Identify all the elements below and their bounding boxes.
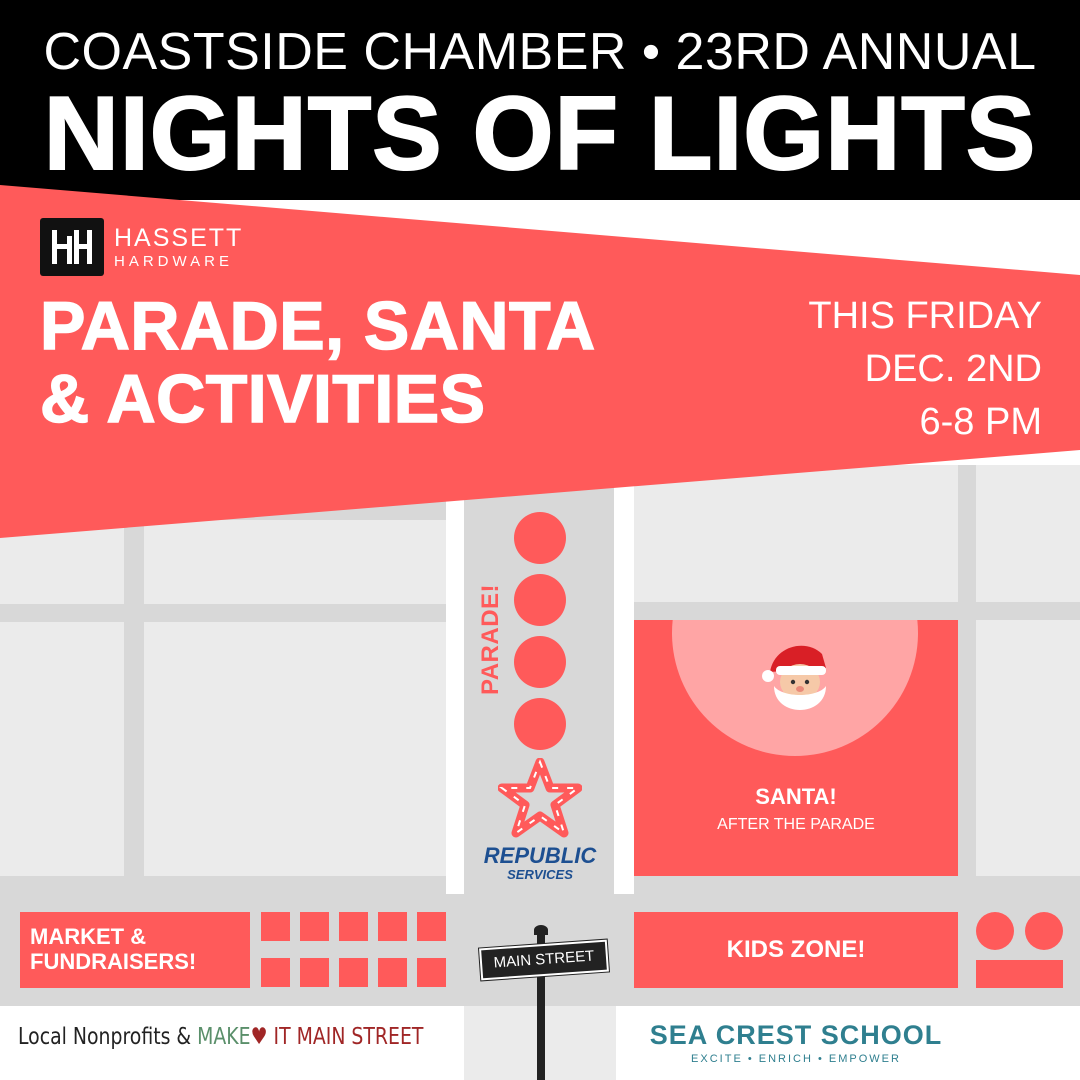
make-it-main-street-name: MAIN STREET: [290, 1024, 424, 1050]
market-stall: [261, 912, 290, 941]
market-stall: [339, 912, 368, 941]
kids-activity-dot: [1025, 912, 1063, 950]
parade-dot: [514, 512, 566, 564]
hassett-logo: [40, 218, 104, 276]
hassett-logo-mark: [52, 230, 92, 264]
market-stall: [378, 912, 407, 941]
street-sign-pole: [537, 928, 545, 1080]
banner-title: PARADE, SANTA & ACTIVITIES: [39, 288, 596, 438]
parade-label: PARADE!: [477, 583, 504, 695]
sea-crest-school-name: SEA CREST SCHOOL: [649, 1020, 943, 1050]
street-line-left: [446, 465, 464, 895]
market-stall: [378, 958, 407, 987]
street-line-right: [614, 465, 634, 895]
footer-nonprofits-text: Local Nonprofits &: [18, 1024, 198, 1050]
event-date: THIS FRIDAY DEC. 2ND 6-8 PM: [808, 290, 1042, 450]
parade-dot: [514, 698, 566, 750]
santa-text: SANTA! AFTER THE PARADE: [634, 784, 958, 834]
santa-subtitle: AFTER THE PARADE: [717, 816, 875, 833]
kids-zone: KIDS ZONE!: [634, 912, 958, 988]
market-stall: [261, 958, 290, 987]
block-right-1: [634, 465, 958, 602]
kids-activity-dot: [976, 912, 1014, 950]
republic-name: REPUBLIC: [483, 843, 597, 868]
hassett-subname: HARDWARE: [114, 253, 233, 270]
market-stall: [339, 958, 368, 987]
heart-icon: ♥: [250, 1024, 268, 1050]
make-it-main-street-it: IT: [267, 1024, 291, 1050]
market-label-line1: MARKET &: [30, 924, 147, 949]
banner-title-line2: & ACTIVITIES: [39, 361, 486, 438]
block-left-3: [0, 622, 124, 876]
make-it-main-street-make: MAKE: [197, 1024, 251, 1050]
date-line-day: THIS FRIDAY: [808, 295, 1042, 337]
footer-right-panel: [616, 1006, 1080, 1080]
event-title: NIGHTS OF LIGHTS: [43, 76, 1037, 192]
sea-crest-school-tagline: EXCITE • ENRICH • EMPOWER: [691, 1053, 901, 1065]
block-right-3: [976, 620, 1080, 876]
republic-star-logo: [498, 758, 582, 838]
republic-sub: SERVICES: [507, 867, 573, 882]
block-left-4: [144, 622, 446, 876]
market-stall: [417, 958, 446, 987]
market-stall: [300, 958, 329, 987]
block-left-2: [144, 520, 446, 604]
parade-dot: [514, 636, 566, 688]
header-bar: [0, 0, 1080, 200]
market-label-line2: FUNDRAISERS!: [30, 949, 197, 975]
santa-title: SANTA!: [755, 784, 837, 809]
market-zone: MARKET & FUNDRAISERS!: [20, 912, 250, 988]
hassett-name: HASSETT: [114, 224, 244, 252]
street-sign-cap: [534, 925, 548, 935]
event-subtitle: COASTSIDE CHAMBER • 23RD ANNUAL: [43, 23, 1037, 81]
banner-title-line1: PARADE, SANTA: [39, 288, 596, 364]
date-line-time: 6-8 PM: [919, 401, 1042, 444]
footer-left-panel: [0, 1006, 464, 1080]
market-stall: [300, 912, 329, 941]
banner-shape: [0, 185, 1080, 538]
footer-nonprofits: Local Nonprofits & MAKE♥ IT MAIN STREET: [18, 1024, 423, 1050]
block-right-2: [976, 465, 1080, 602]
market-stall: [417, 912, 446, 941]
santa-icon: [762, 645, 826, 710]
kids-activity-bar: [976, 960, 1063, 988]
market-label: MARKET & FUNDRAISERS!: [30, 924, 196, 975]
date-line-date: DEC. 2ND: [864, 348, 1042, 391]
parade-dot: [514, 574, 566, 626]
kids-zone-label: KIDS ZONE!: [726, 936, 866, 963]
